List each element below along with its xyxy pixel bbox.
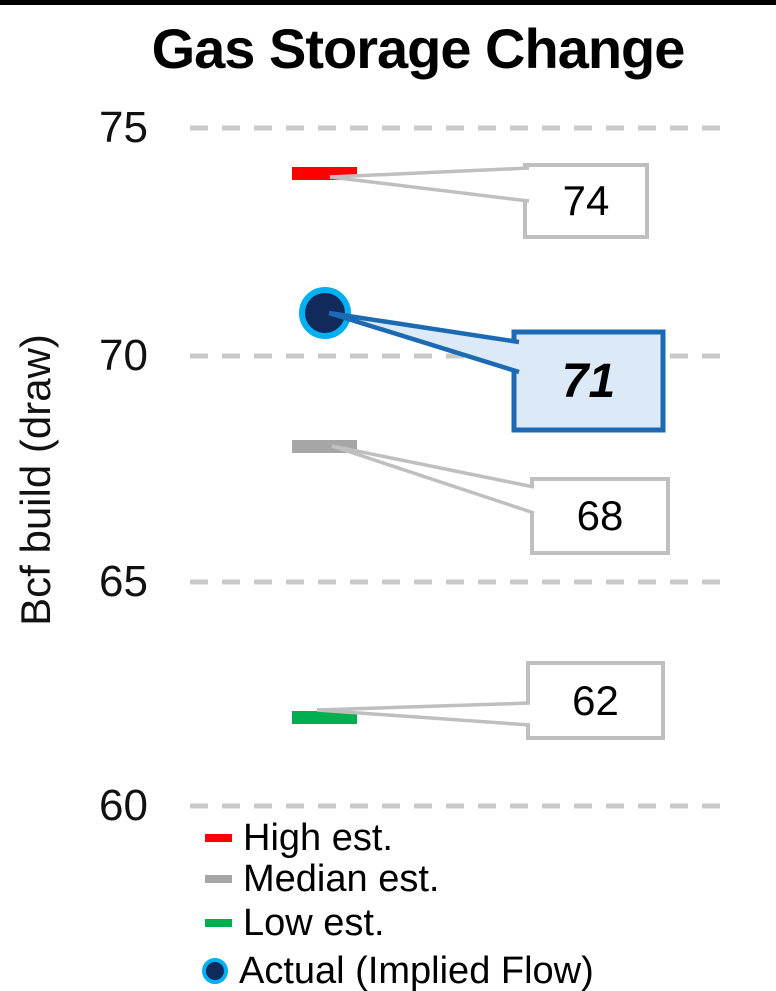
callout-median bbox=[331, 444, 670, 555]
callout-low-leader-bottom bbox=[316, 708, 531, 727]
legend-label-actual: Actual (Implied Flow) bbox=[239, 949, 594, 991]
top-border-line bbox=[0, 0, 776, 5]
callout-median-value: 68 bbox=[576, 492, 624, 539]
gridlines bbox=[190, 125, 724, 809]
y-tick-65: 65 bbox=[99, 557, 148, 606]
low-est-dash-icon bbox=[205, 919, 232, 927]
low-estimate-marker bbox=[292, 711, 357, 724]
callout-median-box bbox=[530, 477, 670, 555]
chart-title: Gas Storage Change bbox=[151, 17, 686, 80]
y-tick-60: 60 bbox=[99, 781, 148, 830]
callout-actual-box bbox=[511, 329, 666, 433]
callout-median-leader-top bbox=[331, 444, 535, 489]
callout-low bbox=[316, 661, 665, 740]
legend-item-median: Median est. bbox=[205, 855, 439, 903]
legend-label-median: Median est. bbox=[243, 857, 440, 900]
median-est-dash-icon bbox=[205, 875, 232, 883]
callout-low-value: 62 bbox=[572, 676, 619, 724]
legend-label-low: Low est. bbox=[243, 901, 385, 944]
callout-high-leader-bottom bbox=[329, 175, 530, 203]
y-tick-70: 70 bbox=[99, 331, 148, 380]
callout-high-leader-top bbox=[329, 166, 530, 179]
callout-high bbox=[329, 163, 649, 239]
legend-item-low: Low est. bbox=[205, 899, 385, 947]
legend-item-actual: Actual (Implied Flow) bbox=[202, 947, 594, 991]
callout-actual-value: 71 bbox=[561, 354, 616, 408]
y-tick-75: 75 bbox=[99, 103, 148, 152]
callout-actual bbox=[328, 310, 666, 433]
callout-low-box bbox=[526, 661, 665, 740]
legend-item-high: High est. bbox=[205, 814, 393, 862]
callout-low-leader-top bbox=[316, 701, 531, 712]
callout-high-value: 74 bbox=[562, 177, 610, 224]
actual-circle-icon bbox=[202, 958, 228, 984]
legend-label-high: High est. bbox=[243, 816, 393, 859]
high-est-dash-icon bbox=[205, 834, 232, 842]
callout-median-leader-bottom bbox=[331, 444, 535, 515]
callout-actual-leader-bottom bbox=[328, 310, 520, 375]
callout-actual-leader-top bbox=[328, 310, 520, 345]
actual-point-marker bbox=[299, 287, 351, 339]
